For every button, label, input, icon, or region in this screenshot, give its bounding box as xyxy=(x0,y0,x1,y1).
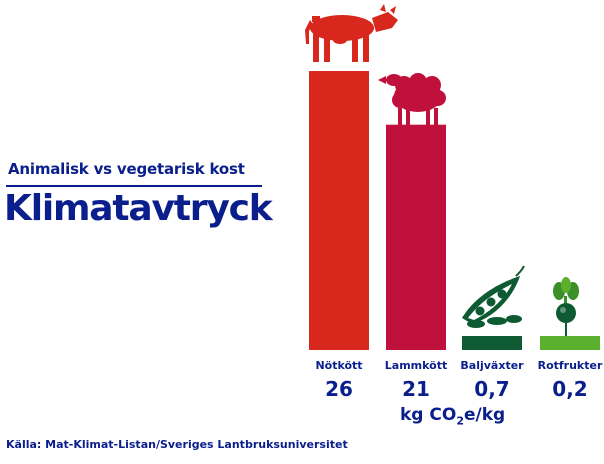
category-label: Baljväxter xyxy=(460,359,524,372)
bar-3 xyxy=(462,336,522,350)
chart-subtitle: Animalisk vs vegetarisk kost xyxy=(8,160,245,178)
bar-1 xyxy=(309,71,369,351)
category-label: Rotfrukter xyxy=(538,359,603,372)
category-label: Lammkött xyxy=(385,359,447,372)
radish-icon xyxy=(553,277,579,336)
value-label: 21 xyxy=(402,377,430,401)
unit-label: kg CO2e/kg xyxy=(400,405,506,428)
peapod-icon xyxy=(462,265,525,328)
source-note: Källa: Mat-Klimat-Listan/Sveriges Lantbr… xyxy=(6,438,348,451)
sheep-icon xyxy=(378,73,446,128)
category-label: Nötkött xyxy=(315,359,362,372)
title-divider xyxy=(6,185,262,187)
chart-title: Klimatavtryck xyxy=(4,188,273,229)
value-label: 0,7 xyxy=(474,377,509,401)
value-label: 0,2 xyxy=(552,377,587,401)
cow-icon xyxy=(305,4,398,62)
bar-4 xyxy=(540,336,600,350)
value-label: 26 xyxy=(325,377,353,401)
bar-2 xyxy=(386,124,446,350)
